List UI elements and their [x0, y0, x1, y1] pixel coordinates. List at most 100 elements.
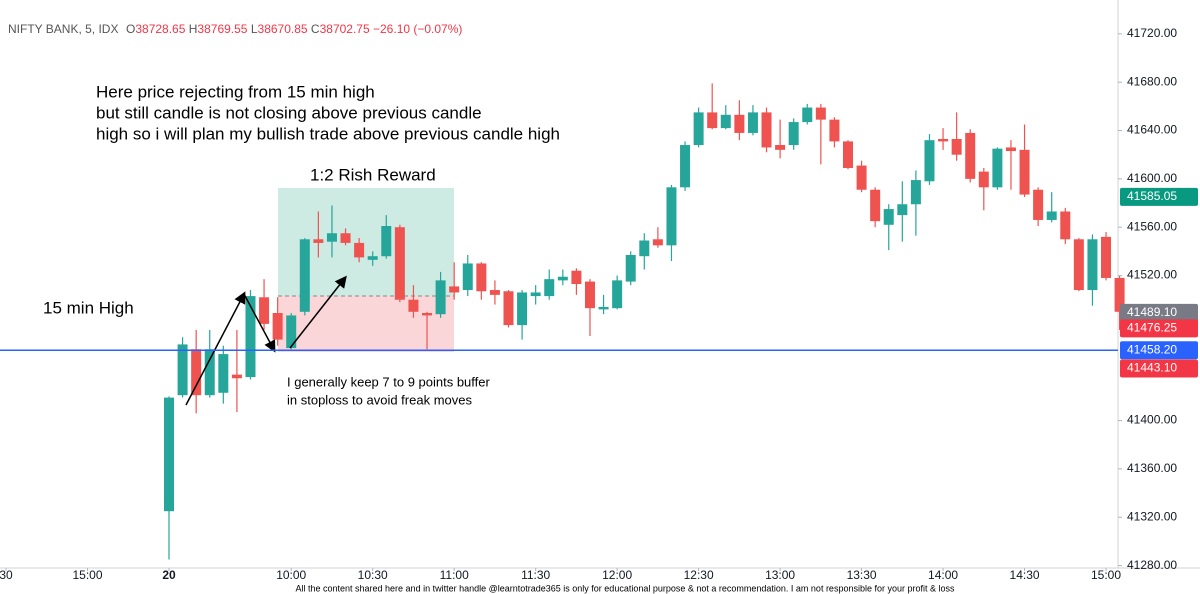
candle-body: [680, 145, 691, 188]
annotation: in stoploss to avoid freak moves: [287, 392, 472, 407]
candle-body: [843, 141, 853, 168]
candle-body: [1019, 149, 1030, 195]
ohlc: O38728.65 H38769.55 L38670.85 C38702.75 …: [126, 22, 462, 36]
header: NIFTY BANK, 5, IDX O38728.65 H38769.55 L…: [8, 22, 462, 36]
candle-body: [747, 112, 758, 133]
candle-body: [517, 292, 528, 326]
price-label-box: [1120, 303, 1198, 322]
annotation: high so i will plan my bullish trade abo…: [96, 124, 560, 143]
x-tick-label: 30: [0, 568, 13, 582]
x-tick-label: 13:30: [847, 568, 877, 582]
price-label: 41443.10: [1127, 361, 1177, 375]
candle-body: [177, 344, 188, 396]
candle-body: [652, 239, 663, 246]
candle-body: [571, 270, 582, 284]
candle-body: [367, 256, 378, 260]
price-label: 41476.25: [1127, 321, 1177, 335]
field: 38702.75: [320, 22, 370, 36]
candle-body: [503, 291, 514, 326]
y-tick-label: 41720.00: [1127, 26, 1177, 40]
x-tick-label: 12:00: [602, 568, 632, 582]
candle-body: [381, 225, 392, 257]
y-tick-label: 41360.00: [1127, 461, 1177, 475]
candle-body: [856, 165, 867, 190]
candle-body: [1060, 211, 1071, 240]
annotation: I generally keep 7 to 9 points buffer: [287, 374, 491, 389]
candle-body: [951, 138, 962, 155]
field: 38670.85: [258, 22, 308, 36]
annotation: Here price rejecting from 15 min high: [96, 82, 375, 101]
candle-body: [530, 292, 541, 297]
symbol: NIFTY BANK, 5, IDX: [8, 22, 118, 36]
candle-body: [897, 204, 908, 216]
arrow: [243, 293, 276, 353]
candle-body: [761, 112, 772, 148]
price-label: 41585.05: [1127, 189, 1177, 203]
candle-body: [693, 112, 704, 146]
candle-body: [612, 280, 623, 309]
x-tick-label: 15:00: [1091, 568, 1121, 582]
candle-body: [639, 240, 650, 257]
candle-body: [408, 299, 419, 312]
price-label-box: [1120, 341, 1198, 360]
field: −26.10 (−0.07%): [373, 22, 462, 36]
candle-body: [394, 227, 405, 300]
y-tick-label: 41280.00: [1127, 558, 1177, 572]
annotation: 15 min High: [43, 298, 134, 317]
candle-body: [802, 107, 813, 123]
field: C: [311, 22, 320, 36]
candle-body: [218, 354, 229, 393]
candle-body: [992, 148, 1003, 188]
candle-body: [910, 180, 921, 205]
y-tick-label: 41400.00: [1127, 413, 1177, 427]
field: L: [251, 22, 258, 36]
field: 38769.55: [197, 22, 247, 36]
candle-body: [924, 140, 935, 182]
y-tick-label: 41680.00: [1127, 74, 1177, 88]
candle-body: [544, 279, 555, 297]
x-tick-label: 15:00: [73, 568, 103, 582]
candle-body: [191, 349, 202, 396]
candle-body: [978, 171, 989, 188]
candle-body: [1114, 277, 1125, 312]
x-tick-label: 14:30: [1010, 568, 1040, 582]
candle-body: [272, 313, 283, 340]
y-tick-label: 41640.00: [1127, 123, 1177, 137]
candle-body: [204, 349, 215, 396]
candle-body: [666, 187, 677, 246]
x-tick-label: 13:00: [765, 568, 795, 582]
candle-body: [231, 374, 242, 379]
field: O: [126, 22, 135, 36]
y-tick-label: 41560.00: [1127, 219, 1177, 233]
candle-body: [720, 114, 731, 129]
candle-body: [788, 122, 799, 146]
annotation: but still candle is not closing above pr…: [96, 103, 482, 122]
annotation: 1:2 Rish Reward: [310, 165, 436, 184]
y-tick-label: 41520.00: [1127, 268, 1177, 282]
candle-body: [326, 233, 337, 242]
x-tick-label: 14:00: [928, 568, 958, 582]
candle-body: [883, 209, 894, 225]
candle-body: [734, 114, 745, 133]
x-tick-label: 12:30: [684, 568, 714, 582]
candle-body: [1101, 236, 1112, 278]
x-tick-label: 11:00: [440, 568, 469, 582]
field: 38728.65: [135, 22, 185, 36]
candle-body: [449, 286, 460, 293]
candle-body: [462, 263, 473, 291]
candle-body: [435, 280, 446, 315]
y-tick-label: 41600.00: [1127, 171, 1177, 185]
candle-body: [815, 107, 826, 120]
price-label: 41489.10: [1127, 305, 1177, 319]
candle-body: [1087, 239, 1098, 291]
candle-body: [340, 233, 351, 243]
x-tick-label: 11:30: [521, 568, 550, 582]
price-label-box: [1120, 187, 1198, 206]
arrow: [289, 275, 347, 349]
field: H: [189, 22, 198, 36]
candle-body: [422, 313, 433, 316]
candle-body: [775, 145, 786, 150]
candle-body: [164, 397, 174, 512]
candle-body: [489, 290, 500, 295]
